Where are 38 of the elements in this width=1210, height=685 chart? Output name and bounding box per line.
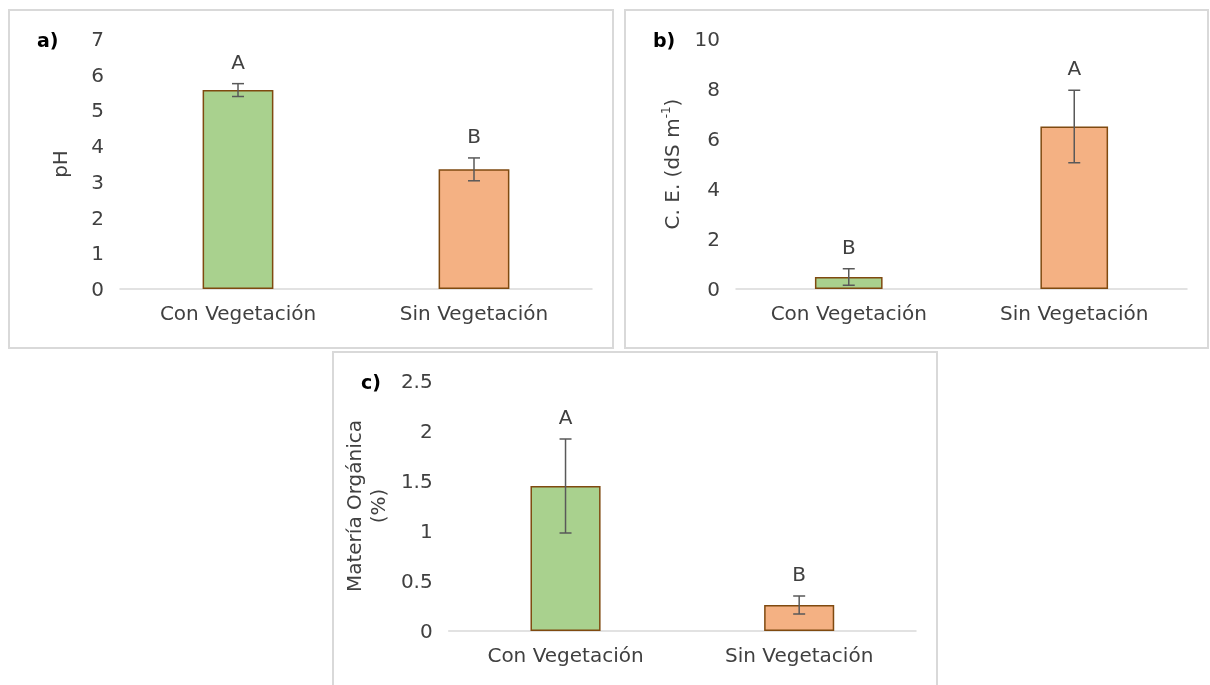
y-tick-label: 0 (91, 277, 104, 301)
annotation: A (231, 49, 246, 74)
y-tick-label: 2 (91, 205, 104, 230)
x-tick-label: Sin Vegetación (725, 643, 874, 667)
y-tick-label: 4 (91, 134, 104, 159)
annotation: B (467, 123, 481, 148)
y-tick-label: 4 (707, 177, 720, 201)
chart-title: a) (37, 28, 59, 51)
annotation: A (1067, 56, 1082, 81)
x-tick-label: Sin Vegetación (399, 301, 549, 325)
y-tick-label: 0.5 (400, 569, 433, 593)
y-axis-title: C. E. (dS m-1) (658, 98, 684, 230)
chart-title: b) (653, 28, 676, 51)
y-axis-title: Matería Orgánica (%) (342, 419, 390, 593)
annotation: B (792, 562, 807, 586)
y-tick-label: 0 (707, 277, 720, 301)
x-tick-label: Con Vegetación (159, 301, 317, 325)
annotation: A (558, 405, 573, 429)
y-tick-label: 8 (707, 77, 720, 101)
y-tick-label: 7 (91, 27, 104, 51)
y-tick-label: 0 (419, 619, 433, 643)
y-tick-label: 2 (419, 419, 433, 443)
annotation: B (841, 234, 856, 259)
x-tick-label: Sin Vegetación (1000, 301, 1149, 325)
y-tick-label: 1 (419, 519, 433, 543)
y-tick-label: 5 (91, 98, 104, 123)
y-tick-label: 2.5 (400, 369, 433, 393)
chart-title: c) (361, 370, 381, 393)
y-axis-title: pH (48, 150, 72, 178)
x-tick-label: Con Vegetación (770, 301, 927, 325)
y-tick-label: 10 (694, 27, 720, 51)
y-tick-label: 1.5 (400, 469, 433, 493)
y-tick-label: 1 (91, 241, 104, 266)
y-tick-label: 2 (707, 227, 720, 251)
y-tick-label: 6 (707, 127, 720, 151)
y-tick-label: 3 (91, 169, 104, 194)
y-tick-label: 6 (91, 62, 104, 87)
x-tick-label: Con Vegetación (487, 643, 644, 667)
